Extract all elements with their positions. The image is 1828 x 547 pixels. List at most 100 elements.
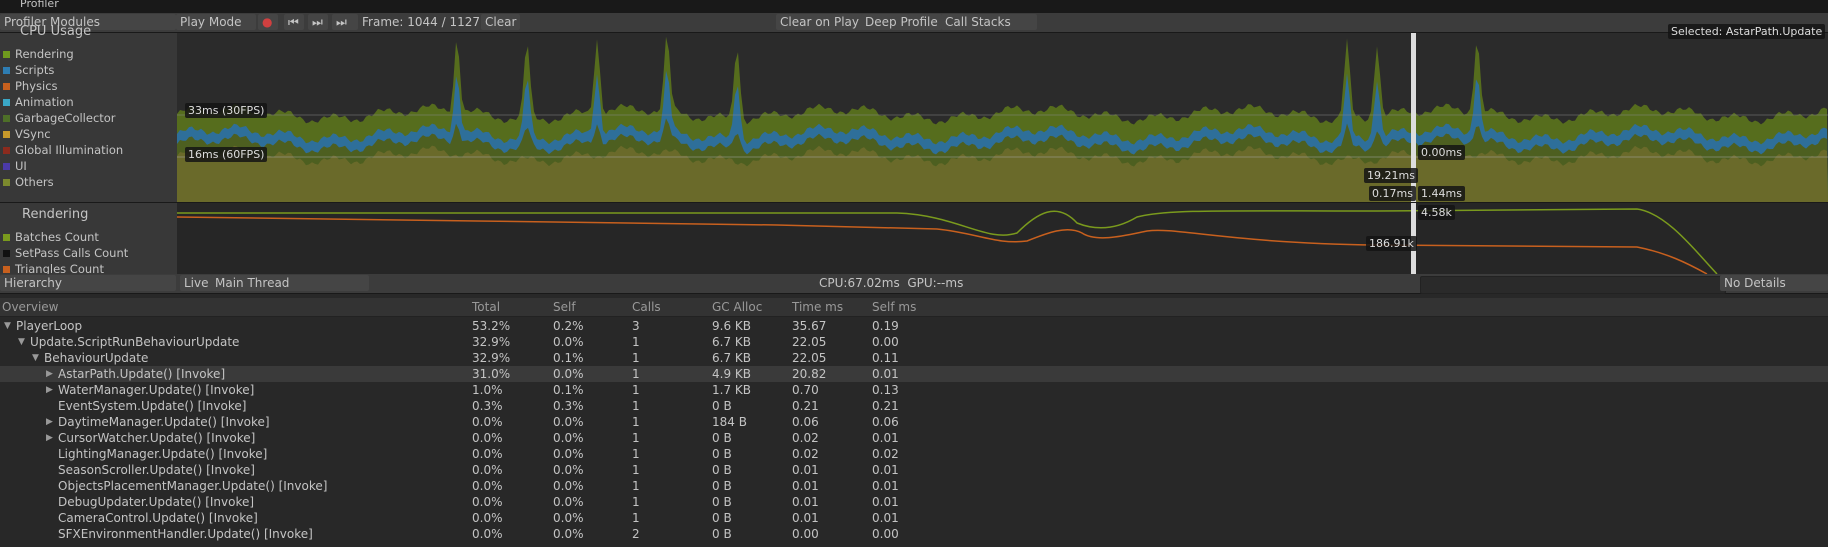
column-header[interactable]: Self ms [872, 300, 917, 314]
table-cell: 0.0% [553, 447, 584, 461]
table-cell: DaytimeManager.Update() [Invoke] [58, 415, 270, 429]
table-cell: 6.7 KB [712, 351, 751, 365]
cpu-module-title[interactable]: CPU Usage [20, 24, 92, 39]
details-dropdown[interactable]: No Details [1720, 275, 1828, 291]
table-cell: 31.0% [472, 367, 511, 381]
table-cell: 0.02 [792, 447, 819, 461]
legend-item: GarbageCollector [0, 110, 177, 126]
legend-swatch [3, 67, 10, 74]
expand-arrow: ▶ [46, 385, 53, 395]
record-button[interactable]: ● [258, 14, 278, 30]
table-row[interactable]: ▼ PlayerLoop 53.2% 0.2% 3 9.6 KB 35.67 0.19 [0, 318, 1828, 334]
table-cell: CameraControl.Update() [Invoke] [58, 511, 258, 525]
legend-item: Triangles Count [0, 261, 177, 277]
column-header[interactable]: Calls [632, 300, 661, 314]
table-cell: 0.01 [792, 495, 819, 509]
play-mode-dropdown[interactable]: Play Mode [176, 14, 256, 30]
column-header[interactable]: Overview [2, 300, 59, 314]
legend-item: Animation [0, 94, 177, 110]
table-row[interactable]: SFXEnvironmentHandler.Update() [Invoke] 0… [0, 526, 1828, 542]
table-cell: 0.13 [872, 383, 899, 397]
table-cell: 1 [632, 447, 640, 461]
table-cell: 4.9 KB [712, 367, 751, 381]
legend-label: Global Illumination [15, 143, 124, 157]
clear-on-play[interactable]: Clear on Play [776, 14, 863, 30]
table-cell: 1.7 KB [712, 383, 751, 397]
table-cell: 0.3% [472, 399, 503, 413]
table-row[interactable]: SeasonScroller.Update() [Invoke] 0.0% 0.0%… [0, 462, 1828, 478]
legend-label: UI [15, 159, 27, 173]
thread-dropdown[interactable]: Main Thread [211, 275, 369, 291]
table-cell: 0.06 [872, 415, 899, 429]
table-cell: 0.0% [553, 431, 584, 445]
deep-profile[interactable]: Deep Profile [861, 14, 942, 30]
column-header[interactable]: Self [553, 300, 576, 314]
table-row[interactable]: LightingManager.Update() [Invoke] 0.0% 0.0… [0, 446, 1828, 462]
table-row[interactable]: DebugUpdater.Update() [Invoke] 0.0% 0.0% 1 0… [0, 494, 1828, 510]
legend-swatch [3, 266, 10, 273]
legend-swatch [3, 51, 10, 58]
table-row[interactable]: CameraControl.Update() [Invoke] 0.0% 0.0% 1… [0, 510, 1828, 526]
module-sidebar [0, 33, 177, 274]
call-stacks[interactable]: Call Stacks [941, 14, 1037, 30]
table-row[interactable]: ObjectsPlacementManager.Update() [Invoke… [0, 478, 1828, 494]
table-cell: 0.01 [792, 511, 819, 525]
column-header[interactable]: Total [472, 300, 501, 314]
table-row[interactable]: ▼ BehaviourUpdate 32.9% 0.1% 1 6.7 KB 22.05 0.1… [0, 350, 1828, 366]
expand-arrow: ▶ [46, 369, 53, 379]
next-frame[interactable]: ⏭ [308, 14, 328, 30]
table-cell: 0.0% [553, 511, 584, 525]
window-title: Profiler [20, 0, 59, 10]
table-cell: 0 B [712, 447, 732, 461]
legend-swatch [3, 179, 10, 186]
live-toggle[interactable]: Live [180, 275, 213, 291]
table-row[interactable]: ▼ Update.ScriptRunBehaviourUpdate 32.9% 0.0… [0, 334, 1828, 350]
search-field[interactable] [1420, 276, 1726, 294]
table-row[interactable]: ▶ DaytimeManager.Update() [Invoke] 0.0% 0.0… [0, 414, 1828, 430]
table-row[interactable]: ▶ WaterManager.Update() [Invoke] 1.0% 0.1% 1… [0, 382, 1828, 398]
table-cell: 0.0% [553, 495, 584, 509]
clear-button[interactable]: Clear [481, 14, 521, 30]
legend-swatch [3, 115, 10, 122]
column-header[interactable]: Time ms [792, 300, 844, 314]
view-dropdown[interactable]: Hierarchy [0, 275, 176, 291]
expand-arrow: ▶ [46, 433, 53, 443]
legend-swatch [3, 163, 10, 170]
table-row[interactable]: ▶ AstarPath.Update() [Invoke] 31.0% 0.0% 1 4.… [0, 366, 1828, 382]
table-cell: 1 [632, 335, 640, 349]
table-cell: 0.21 [792, 399, 819, 413]
table-row[interactable]: EventSystem.Update() [Invoke] 0.3% 0.3% 1 0 … [0, 398, 1828, 414]
table-cell: 0.0% [553, 527, 584, 541]
rendering-module-title[interactable]: Rendering [22, 207, 89, 222]
prev-frame[interactable]: ⏮ [284, 14, 304, 30]
table-cell: 35.67 [792, 319, 827, 333]
legend-label: GarbageCollector [15, 111, 116, 125]
table-cell: 0.01 [792, 463, 819, 477]
table-cell: 0.0% [472, 495, 503, 509]
table-cell: 0.01 [872, 463, 899, 477]
table-cell: 0 B [712, 463, 732, 477]
table-cell: 1 [632, 399, 640, 413]
table-cell: WaterManager.Update() [Invoke] [58, 383, 255, 397]
table-cell: 0.01 [872, 495, 899, 509]
marker: 186.91k [1366, 236, 1417, 251]
table-cell: 1 [632, 367, 640, 381]
marker: 0.17ms [1369, 186, 1416, 201]
selected-label: Selected: AstarPath.Update [1668, 24, 1826, 39]
modules-dropdown[interactable]: Profiler Modules [0, 14, 176, 30]
table-cell: 0.0% [553, 367, 584, 381]
table-cell: Update.ScriptRunBehaviourUpdate [30, 335, 240, 349]
table-cell: DebugUpdater.Update() [Invoke] [58, 495, 255, 509]
table-cell: 0.0% [472, 479, 503, 493]
column-header[interactable]: GC Alloc [712, 300, 763, 314]
table-cell: 0.01 [872, 479, 899, 493]
last-frame[interactable]: ⏭ [332, 14, 358, 30]
table-row[interactable]: ▶ CursorWatcher.Update() [Invoke] 0.0% 0.0%… [0, 430, 1828, 446]
graph-line [177, 216, 1708, 274]
table-cell: 0.0% [553, 415, 584, 429]
table-cell: 0.06 [792, 415, 819, 429]
table-cell: 1.0% [472, 383, 503, 397]
table-cell: 0.1% [553, 351, 584, 365]
table-cell: 32.9% [472, 351, 511, 365]
table-cell: 0.02 [872, 447, 899, 461]
